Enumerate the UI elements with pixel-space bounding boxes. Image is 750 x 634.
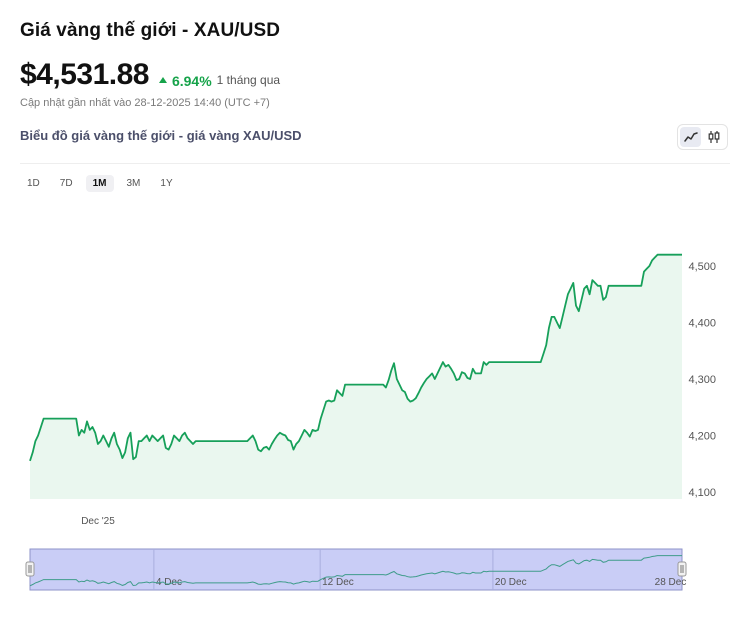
navigator-date-label: 28 Dec: [655, 577, 687, 588]
navigator-line: [29, 555, 682, 587]
handle-grip: [677, 561, 687, 577]
candlestick-button[interactable]: [703, 127, 724, 147]
handle-grip: [25, 561, 35, 577]
up-arrow-icon: [158, 77, 167, 83]
price-area: [30, 254, 682, 499]
change-period: 1 tháng qua: [216, 73, 281, 87]
y-tick-label: 4,300: [688, 374, 716, 386]
y-axis: 4,100 4,200 4,300 4,400 4,500: [688, 261, 716, 499]
change-percent: 6.94%: [171, 73, 212, 89]
page-title: Giá vàng thế giới - XAU/USD: [20, 20, 281, 41]
y-tick-label: 4,100: [688, 487, 716, 499]
navigator-right-handle[interactable]: [677, 561, 687, 577]
current-price: $4,531.88: [20, 58, 149, 91]
y-tick-label: 4,400: [688, 318, 716, 330]
candlestick-icon: [708, 131, 719, 143]
x-tick-label: Dec '25: [81, 516, 115, 527]
main-plot: [29, 253, 682, 499]
price-row: $4,531.88 6.94% 1 tháng qua: [20, 58, 280, 92]
price-line: [29, 253, 682, 462]
range-1d[interactable]: 1D: [27, 178, 40, 189]
line-chart-button[interactable]: [680, 127, 701, 147]
navigator-date-label: 4 Dec: [156, 577, 182, 588]
navigator-date-label: 12 Dec: [322, 577, 354, 588]
line-chart-icon: [683, 132, 698, 142]
chart-subtitle: Biểu đồ giá vàng thế giới - giá vàng XAU…: [20, 128, 302, 143]
range-1y[interactable]: 1Y: [160, 178, 173, 189]
range-selector: 1D 7D 1M 3M 1Y: [20, 175, 180, 192]
range-3m[interactable]: 3M: [126, 178, 141, 189]
price-change: 6.94%: [158, 73, 212, 89]
navigator-left-handle[interactable]: [25, 561, 35, 577]
y-tick-label: 4,500: [688, 261, 716, 273]
range-7d[interactable]: 7D: [59, 178, 73, 189]
navigator-window: [29, 548, 683, 591]
y-tick-label: 4,200: [688, 431, 716, 443]
navigator-date-label: 20 Dec: [495, 577, 527, 588]
section-divider: [20, 163, 730, 164]
range-1m[interactable]: 1M: [85, 175, 114, 192]
last-updated: Cập nhật gần nhất vào 28-12-2025 14:40 (…: [20, 97, 270, 109]
chart-type-toggle: [677, 124, 728, 150]
x-axis: Dec '25: [81, 516, 115, 527]
range-navigator[interactable]: 4 Dec 12 Dec 20 Dec 28 Dec: [25, 548, 687, 591]
